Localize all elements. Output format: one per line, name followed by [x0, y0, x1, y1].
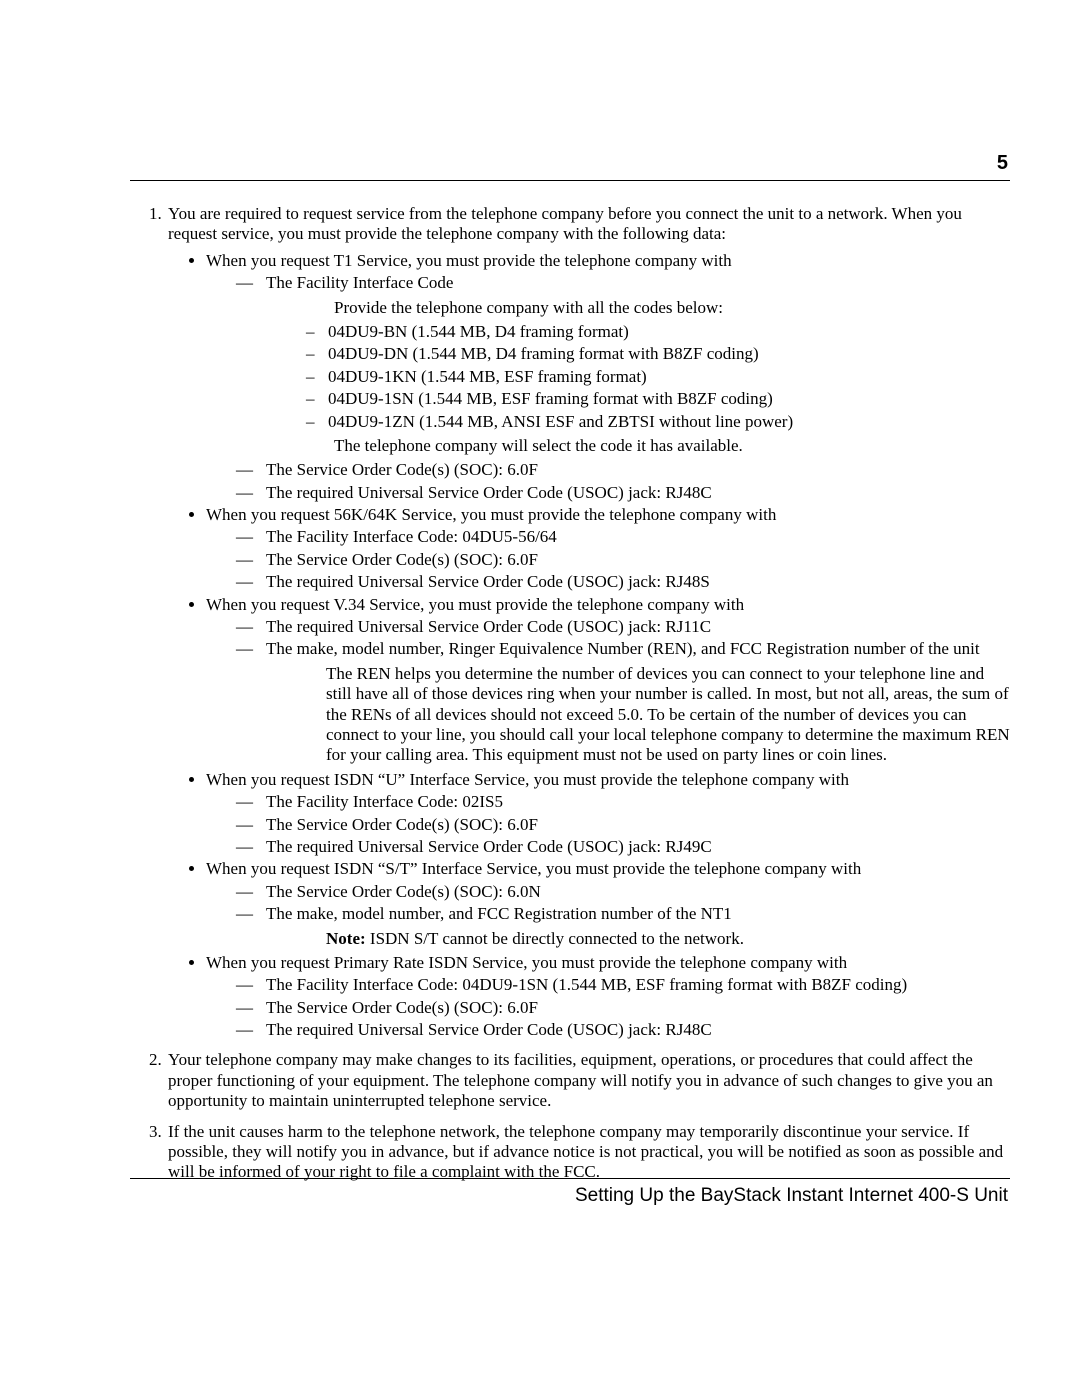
bullet-t1: When you request T1 Service, you must pr… [206, 251, 1010, 503]
isdn-u-soc: The Service Order Code(s) (SOC): 6.0F [236, 815, 1010, 835]
isdn-st-note: Note: ISDN S/T cannot be directly connec… [326, 929, 1010, 949]
t1-soc: The Service Order Code(s) (SOC): 6.0F [236, 460, 1010, 480]
bullet-isdn-u: When you request ISDN “U” Interface Serv… [206, 770, 1010, 858]
bullet-isdn-st: When you request ISDN “S/T” Interface Se… [206, 859, 1010, 949]
list-item-3: If the unit causes harm to the telephone… [166, 1122, 1010, 1183]
t1-fic-label: The Facility Interface Code [266, 273, 453, 292]
page-number: 5 [997, 152, 1008, 175]
t1-fic-outro: The telephone company will select the co… [334, 436, 1010, 456]
isdn-st-make-text: The make, model number, and FCC Registra… [266, 904, 732, 923]
t1-code-2: 04DU9-1KN (1.544 MB, ESF framing format) [306, 367, 1010, 387]
t1-code-3: 04DU9-1SN (1.544 MB, ESF framing format … [306, 389, 1010, 409]
v34-dashes: The required Universal Service Order Cod… [206, 617, 1010, 766]
isdn-st-dashes: The Service Order Code(s) (SOC): 6.0N Th… [206, 882, 1010, 949]
footer-rule [130, 1178, 1010, 1179]
isdn-u-fic: The Facility Interface Code: 02IS5 [236, 792, 1010, 812]
bullet-v34: When you request V.34 Service, you must … [206, 595, 1010, 766]
top-rule [130, 180, 1010, 181]
isdn-u-dashes: The Facility Interface Code: 02IS5 The S… [206, 792, 1010, 857]
list-item-1: You are required to request service from… [166, 204, 1010, 1040]
footer-text: Setting Up the BayStack Instant Internet… [575, 1185, 1008, 1207]
pri-fic: The Facility Interface Code: 04DU9-1SN (… [236, 975, 1010, 995]
bullet-56k: When you request 56K/64K Service, you mu… [206, 505, 1010, 593]
item1-intro: You are required to request service from… [168, 204, 962, 243]
page: 5 You are required to request service fr… [0, 0, 1080, 1397]
isdn-st-make: The make, model number, and FCC Registra… [236, 904, 1010, 949]
v34-usoc: The required Universal Service Order Cod… [236, 617, 1010, 637]
content: You are required to request service from… [70, 204, 1010, 1183]
t1-code-0: 04DU9-BN (1.544 MB, D4 framing format) [306, 322, 1010, 342]
pri-dashes: The Facility Interface Code: 04DU9-1SN (… [206, 975, 1010, 1040]
s56k-fic: The Facility Interface Code: 04DU5-56/64 [236, 527, 1010, 547]
v34-make-text: The make, model number, Ringer Equivalen… [266, 639, 980, 658]
s56k-lead: When you request 56K/64K Service, you mu… [206, 505, 776, 524]
s56k-dashes: The Facility Interface Code: 04DU5-56/64… [206, 527, 1010, 592]
v34-make: The make, model number, Ringer Equivalen… [236, 639, 1010, 765]
s56k-usoc: The required Universal Service Order Cod… [236, 572, 1010, 592]
isdn-u-lead: When you request ISDN “U” Interface Serv… [206, 770, 849, 789]
item3-text: If the unit causes harm to the telephone… [168, 1122, 1003, 1182]
t1-codes: 04DU9-BN (1.544 MB, D4 framing format) 0… [266, 322, 1010, 432]
t1-fic: The Facility Interface Code Provide the … [236, 273, 1010, 456]
note-text: ISDN S/T cannot be directly connected to… [366, 929, 744, 948]
t1-code-4: 04DU9-1ZN (1.544 MB, ANSI ESF and ZBTSI … [306, 412, 1010, 432]
pri-usoc: The required Universal Service Order Cod… [236, 1020, 1010, 1040]
t1-dashes: The Facility Interface Code Provide the … [206, 273, 1010, 503]
item2-text: Your telephone company may make changes … [168, 1050, 993, 1110]
v34-lead: When you request V.34 Service, you must … [206, 595, 744, 614]
s56k-soc: The Service Order Code(s) (SOC): 6.0F [236, 550, 1010, 570]
list-item-2: Your telephone company may make changes … [166, 1050, 1010, 1111]
isdn-st-soc: The Service Order Code(s) (SOC): 6.0N [236, 882, 1010, 902]
pri-soc: The Service Order Code(s) (SOC): 6.0F [236, 998, 1010, 1018]
t1-lead: When you request T1 Service, you must pr… [206, 251, 732, 270]
v34-ren-para: The REN helps you determine the number o… [326, 664, 1010, 766]
pri-lead: When you request Primary Rate ISDN Servi… [206, 953, 847, 972]
main-list: You are required to request service from… [70, 204, 1010, 1183]
note-label: Note: [326, 929, 366, 948]
t1-code-1: 04DU9-DN (1.544 MB, D4 framing format wi… [306, 344, 1010, 364]
isdn-st-lead: When you request ISDN “S/T” Interface Se… [206, 859, 861, 878]
isdn-u-usoc: The required Universal Service Order Cod… [236, 837, 1010, 857]
item1-bullets: When you request T1 Service, you must pr… [168, 251, 1010, 1041]
t1-fic-intro: Provide the telephone company with all t… [334, 298, 1010, 318]
t1-usoc: The required Universal Service Order Cod… [236, 483, 1010, 503]
bullet-pri: When you request Primary Rate ISDN Servi… [206, 953, 1010, 1041]
